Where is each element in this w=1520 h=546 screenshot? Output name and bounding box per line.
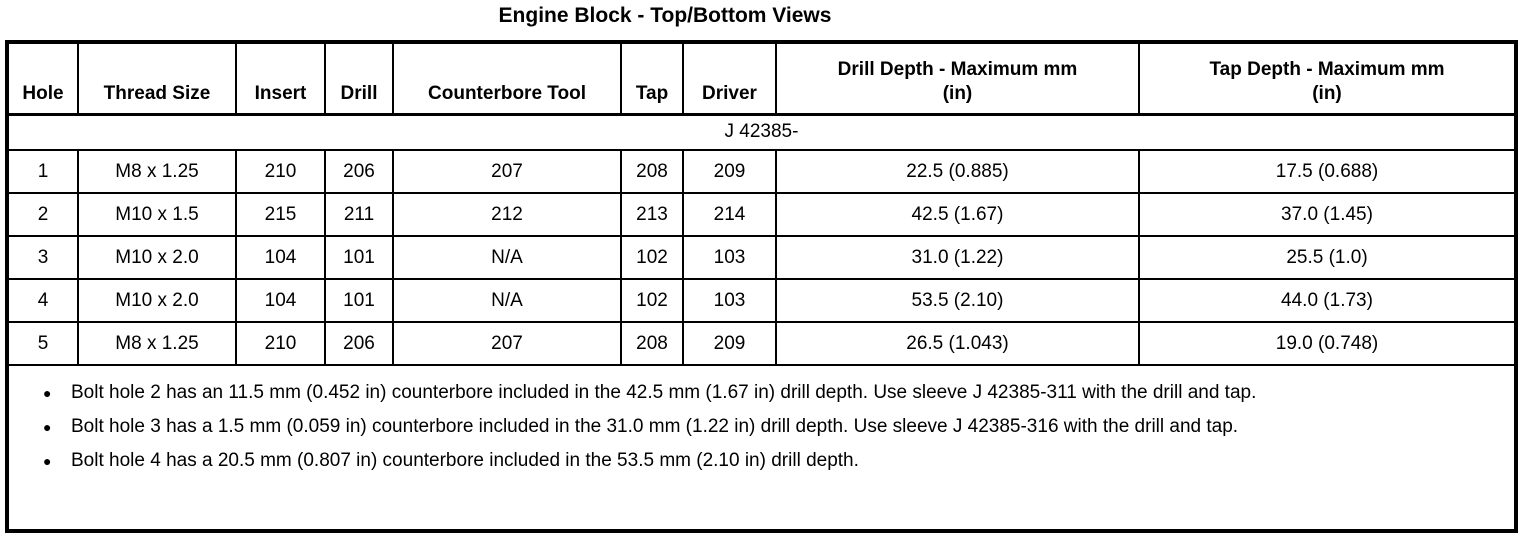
cell-drill-depth: 26.5 (1.043): [775, 321, 1140, 366]
cell-insert: 210: [235, 149, 326, 194]
column-header-drill-depth: Drill Depth - Maximum mm (in): [775, 41, 1140, 116]
cell-drill-depth: 22.5 (0.885): [775, 149, 1140, 194]
column-header-insert: Insert: [235, 41, 326, 116]
cell-insert: 104: [235, 235, 326, 280]
cell-driver: 209: [682, 321, 777, 366]
table-row-hole-2: 2 M10 x 1.5 215 211 212 213 214 42.5 (1.…: [6, 192, 1517, 237]
tool-group-row: J 42385-: [6, 113, 1517, 151]
header-row: Hole Thread Size Insert Drill Counterbor…: [6, 41, 1517, 116]
cell-driver: 103: [682, 278, 777, 323]
cell-counterbore-tool: 207: [392, 321, 622, 366]
cell-drill: 206: [324, 321, 394, 366]
cell-tap-depth: 37.0 (1.45): [1138, 192, 1517, 237]
cell-counterbore-tool: N/A: [392, 278, 622, 323]
bullet-icon: ●: [43, 453, 52, 469]
cell-tap: 213: [620, 192, 684, 237]
note-item: ● Bolt hole 4 has a 20.5 mm (0.807 in) c…: [35, 447, 1500, 475]
cell-insert: 210: [235, 321, 326, 366]
cell-counterbore-tool: 212: [392, 192, 622, 237]
note-text-bolt-hole-2: Bolt hole 2 has an 11.5 mm (0.452 in) co…: [71, 382, 1257, 403]
cell-drill: 206: [324, 149, 394, 194]
column-header-tap-depth-line1: Tap Depth - Maximum mm: [1209, 58, 1445, 80]
cell-drill-depth: 31.0 (1.22): [775, 235, 1140, 280]
cell-insert: 215: [235, 192, 326, 237]
column-header-tap-depth: Tap Depth - Maximum mm (in): [1138, 41, 1517, 116]
cell-drill-depth: 53.5 (2.10): [775, 278, 1140, 323]
cell-counterbore-tool: N/A: [392, 235, 622, 280]
cell-hole: 2: [6, 192, 79, 237]
column-header-thread-size: Thread Size: [77, 41, 237, 116]
cell-drill: 101: [324, 278, 394, 323]
note-item: ● Bolt hole 3 has a 1.5 mm (0.059 in) co…: [35, 413, 1500, 441]
cell-driver: 103: [682, 235, 777, 280]
cell-thread-size: M10 x 1.5: [77, 192, 237, 237]
cell-drill: 211: [324, 192, 394, 237]
cell-drill-depth: 42.5 (1.67): [775, 192, 1140, 237]
column-header-drill-depth-line1: Drill Depth - Maximum mm: [837, 58, 1078, 80]
engine-block-spec-table: Hole Thread Size Insert Drill Counterbor…: [5, 40, 1518, 533]
cell-hole: 4: [6, 278, 79, 323]
table-row-hole-5: 5 M8 x 1.25 210 206 207 208 209 26.5 (1.…: [6, 321, 1517, 366]
column-header-drill: Drill: [324, 41, 394, 116]
cell-tap-depth: 44.0 (1.73): [1138, 278, 1517, 323]
cell-insert: 104: [235, 278, 326, 323]
cell-driver: 214: [682, 192, 777, 237]
note-text-bolt-hole-4: Bolt hole 4 has a 20.5 mm (0.807 in) cou…: [71, 450, 859, 471]
page-title: Engine Block - Top/Bottom Views: [498, 4, 832, 27]
cell-tap: 208: [620, 149, 684, 194]
column-header-hole: Hole: [6, 41, 79, 116]
bullet-icon: ●: [43, 385, 52, 401]
cell-driver: 209: [682, 149, 777, 194]
column-header-tap: Tap: [620, 41, 684, 116]
table-row-hole-1: 1 M8 x 1.25 210 206 207 208 209 22.5 (0.…: [6, 149, 1517, 194]
cell-thread-size: M10 x 2.0: [77, 278, 237, 323]
footnotes-row: ● Bolt hole 2 has an 11.5 mm (0.452 in) …: [6, 364, 1517, 532]
cell-tap-depth: 17.5 (0.688): [1138, 149, 1517, 194]
table-row-hole-4: 4 M10 x 2.0 104 101 N/A 102 103 53.5 (2.…: [6, 278, 1517, 323]
cell-counterbore-tool: 207: [392, 149, 622, 194]
cell-hole: 3: [6, 235, 79, 280]
table-row-hole-3: 3 M10 x 2.0 104 101 N/A 102 103 31.0 (1.…: [6, 235, 1517, 280]
cell-tap-depth: 19.0 (0.748): [1138, 321, 1517, 366]
cell-tap: 208: [620, 321, 684, 366]
note-item: ● Bolt hole 2 has an 11.5 mm (0.452 in) …: [35, 379, 1500, 407]
cell-hole: 1: [6, 149, 79, 194]
tool-group-label: J 42385-: [6, 113, 1517, 151]
column-header-driver: Driver: [682, 41, 777, 116]
note-text-bolt-hole-3: Bolt hole 3 has a 1.5 mm (0.059 in) coun…: [71, 416, 1239, 437]
cell-tap: 102: [620, 235, 684, 280]
cell-thread-size: M10 x 2.0: [77, 235, 237, 280]
footnotes-cell: ● Bolt hole 2 has an 11.5 mm (0.452 in) …: [6, 364, 1517, 532]
cell-hole: 5: [6, 321, 79, 366]
cell-drill: 101: [324, 235, 394, 280]
column-header-drill-depth-line2: (in): [942, 82, 973, 104]
cell-tap-depth: 25.5 (1.0): [1138, 235, 1517, 280]
column-header-counterbore-tool: Counterbore Tool: [392, 41, 622, 116]
column-header-tap-depth-line2: (in): [1312, 82, 1342, 104]
cell-tap: 102: [620, 278, 684, 323]
cell-thread-size: M8 x 1.25: [77, 149, 237, 194]
cell-thread-size: M8 x 1.25: [77, 321, 237, 366]
bullet-icon: ●: [43, 419, 52, 435]
